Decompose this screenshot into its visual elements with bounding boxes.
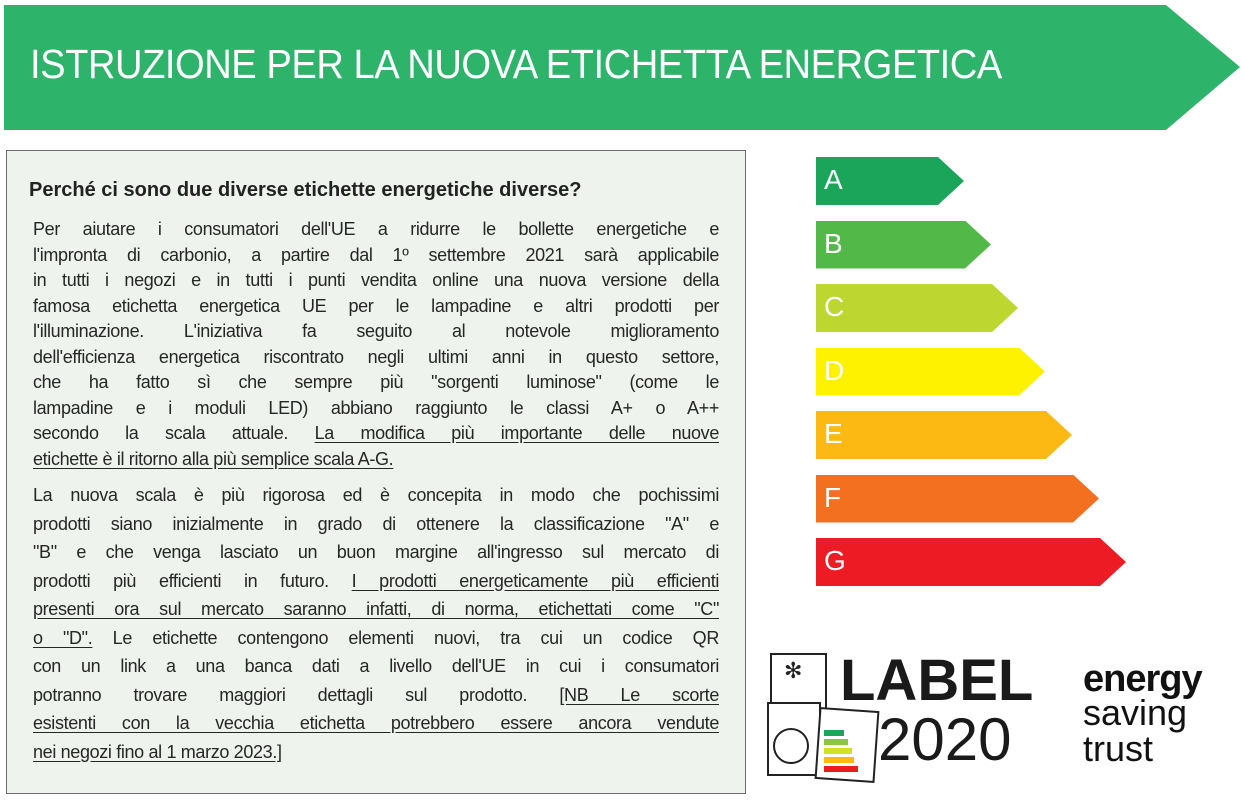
text-segment: lampadine e i moduli LED) abbiano raggiu… xyxy=(33,397,719,418)
page-title: ISTRUZIONE PER LA NUOVA ETICHETTA ENERGE… xyxy=(30,41,1002,87)
text-line: l'impronta di carbonio, a partire dal 1º… xyxy=(33,243,719,269)
energy-saving-trust-logo: energy saving trust xyxy=(1083,658,1203,769)
text-segment: prodotti siano inizialmente in grado di … xyxy=(33,513,719,534)
text-line: che ha fatto sì che sempre più "sorgenti… xyxy=(33,370,719,396)
energy-class-label: B xyxy=(824,227,843,259)
text-line: con un link a una banca dati a livello d… xyxy=(33,652,719,681)
text-segment: famosa etichetta energetica UE per le la… xyxy=(33,295,719,316)
text-segment: "B" e che venga lasciato un buon margine… xyxy=(33,542,719,562)
energy-class-arrow-f: F xyxy=(816,474,1099,523)
text-line: lampadine e i moduli LED) abbiano raggiu… xyxy=(33,396,719,422)
text-line: "B" e che venga lasciato un buon margine… xyxy=(33,538,719,567)
energy-class-label: F xyxy=(824,481,842,513)
paragraph-1: Per aiutare i consumatori dell'UE a ridu… xyxy=(33,217,719,472)
text-line: l'illuminazione. L'iniziativa fa seguito… xyxy=(33,319,719,345)
title-banner: ISTRUZIONE PER LA NUOVA ETICHETTA ENERGE… xyxy=(4,5,1240,130)
text-line: secondo la scala attuale. La modifica pi… xyxy=(33,421,719,447)
energy-class-arrow-b: B xyxy=(816,220,991,269)
est-logo-line2: saving xyxy=(1083,692,1187,733)
text-line: in tutti i negozi e in tutti i punti ven… xyxy=(33,268,719,294)
label-logo-year: 2020 xyxy=(878,706,1011,773)
text-segment: Per aiutare i consumatori dell'UE a ridu… xyxy=(33,219,719,239)
text-line: La nuova scala è più rigorosa ed è conce… xyxy=(33,481,719,510)
energy-class-arrow-g: G xyxy=(816,538,1126,586)
text-segment: che ha fatto sì che sempre più "sorgenti… xyxy=(33,372,719,392)
text-line: famosa etichetta energetica UE per le la… xyxy=(33,294,719,320)
text-segment: in tutti i negozi e in tutti i punti ven… xyxy=(33,270,719,290)
label-2020-logo: ✻ LABEL 2020 xyxy=(767,648,1033,783)
text-line: presenti ora sul mercato saranno infatti… xyxy=(33,595,719,624)
paragraph-2: La nuova scala è più rigorosa ed è conce… xyxy=(33,481,719,766)
energy-class-label: D xyxy=(824,354,845,386)
underlined-text: I prodotti energeticamente più efficient… xyxy=(351,570,720,591)
text-segment: Le etichette contengono elementi nuovi, … xyxy=(92,627,720,648)
text-segment: prodotti più efficienti in futuro. xyxy=(33,570,352,591)
text-segment: l'illuminazione. L'iniziativa fa seguito… xyxy=(33,321,719,341)
energy-class-label: C xyxy=(824,291,845,322)
text-line: dell'efficienza energetica riscontrato n… xyxy=(33,345,719,371)
text-line: esistenti con la vecchia etichetta potre… xyxy=(33,709,719,738)
info-box: Perché ci sono due diverse etichette ene… xyxy=(6,150,746,794)
underlined-text: etichette è il ritorno alla più semplice… xyxy=(33,448,394,469)
text-segment: La nuova scala è più rigorosa ed è conce… xyxy=(33,485,719,505)
energy-class-arrow-c: C xyxy=(816,284,1018,332)
energy-class-label: G xyxy=(824,545,846,576)
energy-class-arrow-a: A xyxy=(816,157,964,205)
text-segment: con un link a una banca dati a livello d… xyxy=(33,656,719,676)
text-line: potranno trovare maggiori dettagli sul p… xyxy=(33,681,719,710)
underlined-text: o "D". xyxy=(33,627,93,648)
energy-class-label: A xyxy=(824,164,843,195)
underlined-text: presenti ora sul mercato saranno infatti… xyxy=(33,599,719,619)
info-heading: Perché ci sono due diverse etichette ene… xyxy=(29,179,582,201)
text-line: o "D". Le etichette contengono elementi … xyxy=(33,624,719,653)
text-line: etichette è il ritorno alla più semplice… xyxy=(33,447,719,473)
underlined-text: [NB Le scorte xyxy=(559,684,719,705)
text-segment: l'impronta di carbonio, a partire dal 1º… xyxy=(33,244,719,265)
text-line: prodotti siano inizialmente in grado di … xyxy=(33,510,719,539)
energy-class-arrow-d: D xyxy=(816,347,1045,396)
text-line: prodotti più efficienti in futuro. I pro… xyxy=(33,567,719,596)
label-logo-text: LABEL xyxy=(840,648,1033,713)
est-logo-line1: energy xyxy=(1083,658,1202,700)
text-line: Per aiutare i consumatori dell'UE a ridu… xyxy=(33,217,719,243)
text-segment: potranno trovare maggiori dettagli sul p… xyxy=(33,684,560,705)
text-segment: dell'efficienza energetica riscontrato n… xyxy=(33,346,719,367)
underlined-text: La modifica più importante delle nuove xyxy=(314,423,720,443)
text-segment: secondo la scala attuale. xyxy=(33,423,315,443)
underlined-text: nei negozi fino al 1 marzo 2023.] xyxy=(33,741,282,762)
est-logo-line3: trust xyxy=(1083,728,1153,769)
svg-text:✻: ✻ xyxy=(784,658,802,683)
energy-class-label: E xyxy=(824,418,843,449)
energy-class-arrow-e: E xyxy=(816,411,1072,459)
underlined-text: esistenti con la vecchia etichetta potre… xyxy=(33,713,719,733)
text-line: nei negozi fino al 1 marzo 2023.] xyxy=(33,738,719,767)
